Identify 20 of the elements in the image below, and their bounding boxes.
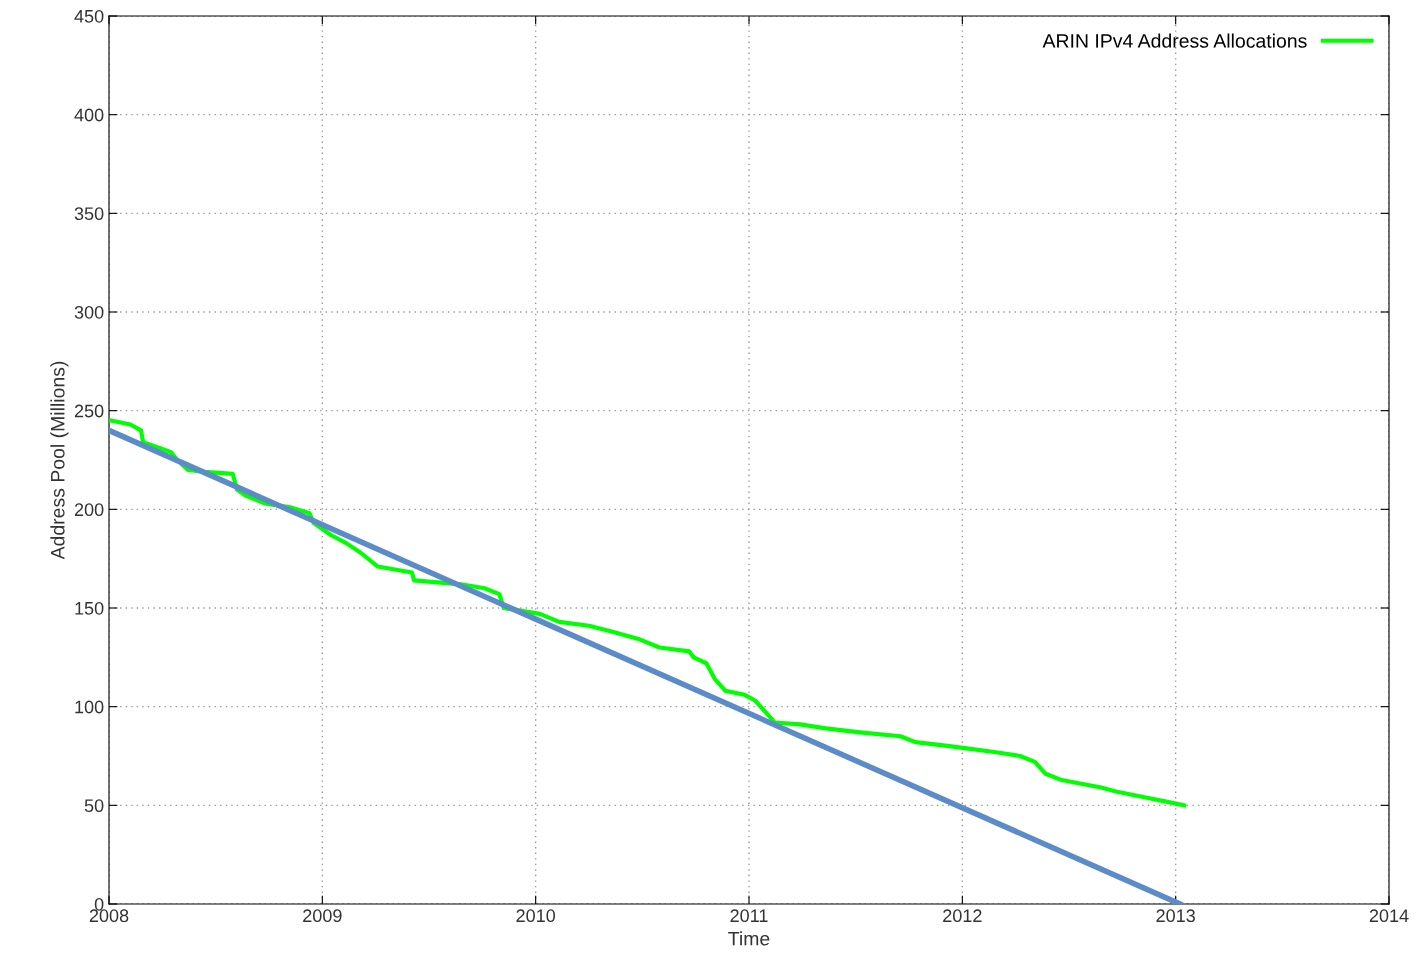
y-tick-label: 350 <box>74 207 104 221</box>
y-tick-label: 200 <box>74 503 104 517</box>
y-tick-label: 250 <box>74 404 104 418</box>
x-tick-label: 2014 <box>1369 909 1409 923</box>
y-tick-label: 300 <box>74 305 104 319</box>
legend-label: ARIN IPv4 Address Allocations <box>1042 33 1307 48</box>
y-tick-label: 150 <box>75 601 104 615</box>
x-tick-label: 2011 <box>730 909 768 923</box>
y-axis-title: Address Pool (Millions) <box>50 361 69 560</box>
y-tick-label: 100 <box>75 700 104 714</box>
x-tick-label: 2009 <box>303 909 342 923</box>
x-axis-title: Time <box>728 931 770 946</box>
x-tick-label: 2010 <box>516 909 556 923</box>
y-tick-label: 450 <box>74 9 104 23</box>
y-tick-label: 0 <box>94 897 104 911</box>
y-tick-label: 50 <box>84 799 104 813</box>
x-tick-label: 2013 <box>1156 909 1195 923</box>
x-tick-label: 2008 <box>89 909 129 923</box>
y-tick-label: 400 <box>74 108 104 122</box>
x-tick-label: 2012 <box>943 909 982 923</box>
